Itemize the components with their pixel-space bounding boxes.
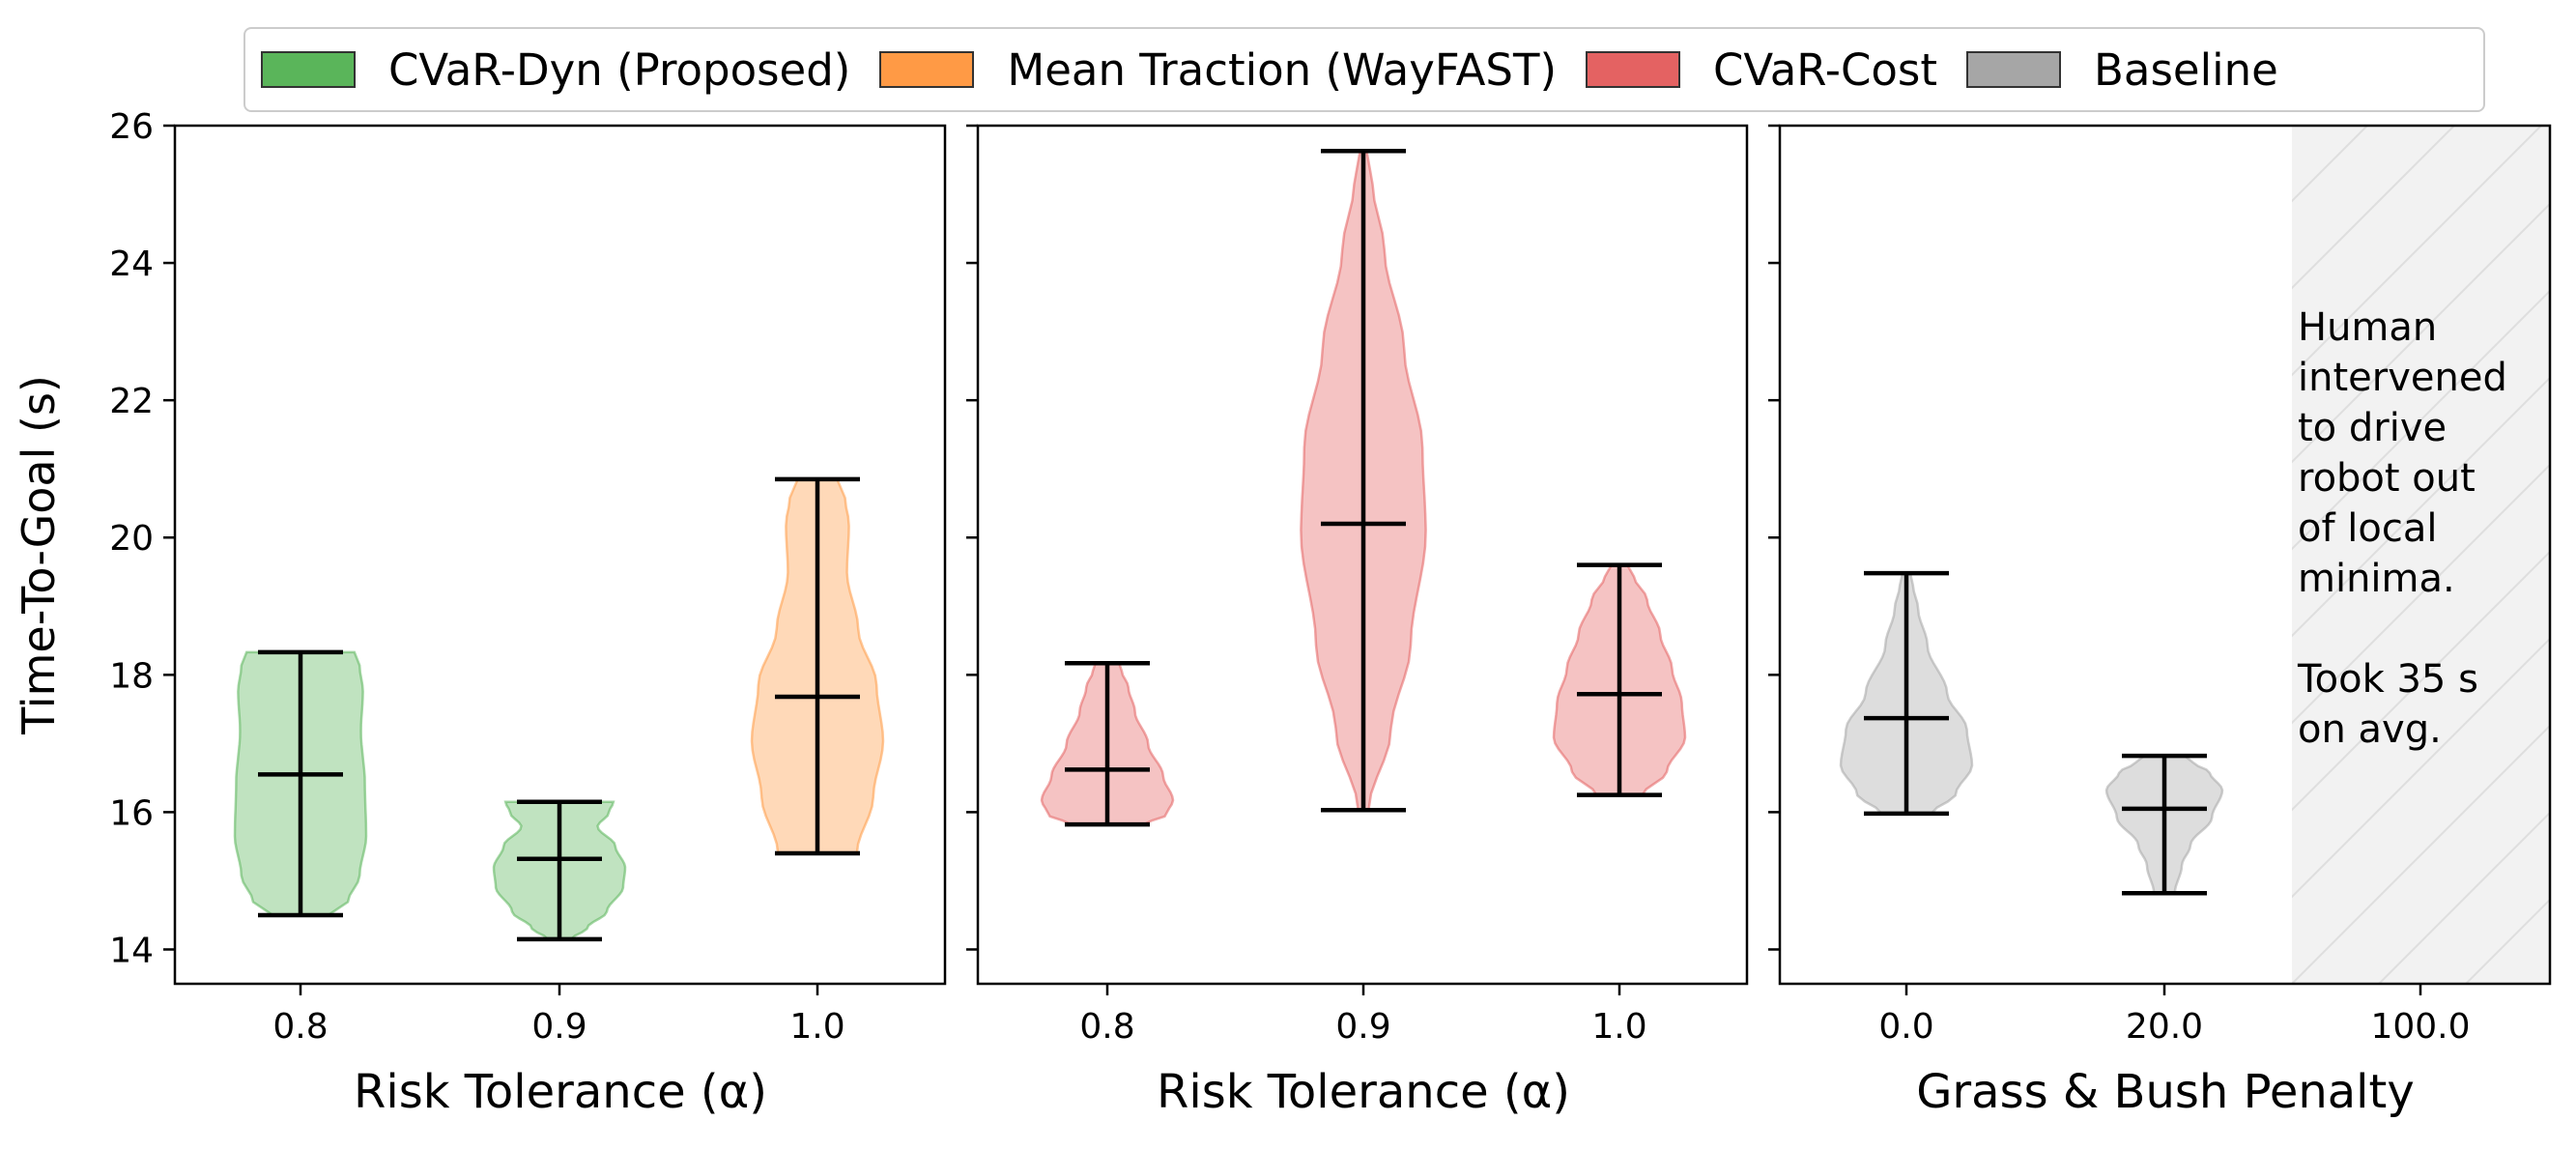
annotation-line: Took 35 s: [2297, 657, 2478, 702]
hatch-line: [2292, 376, 2550, 638]
y-tick-label: 26: [109, 107, 154, 147]
annotation-line: on avg.: [2298, 707, 2442, 752]
y-tick-label: 24: [109, 244, 154, 284]
legend-item-cvar-cost: CVaR-Cost: [1586, 44, 1937, 96]
x-tick-label: 100.0: [2370, 1007, 2470, 1047]
x-tick-label: 0.9: [531, 1007, 587, 1047]
y-tick-label: 22: [109, 382, 154, 421]
legend: CVaR-Dyn (Proposed) Mean Traction (WayFA…: [243, 27, 2485, 112]
annotation-line: to drive: [2298, 406, 2447, 450]
y-tick-label: 20: [109, 519, 154, 559]
annotation-line: intervened: [2298, 356, 2507, 400]
annotation-text: Human intervened to drive robot out of local…: [2297, 305, 2507, 752]
annotation-line: minima.: [2298, 557, 2455, 601]
legend-label: CVaR-Dyn (Proposed): [388, 43, 851, 96]
x-tick-label: 1.0: [789, 1007, 844, 1047]
x-tick-label: 0.8: [272, 1007, 328, 1047]
legend-swatch-cvar-cost: [1586, 51, 1681, 88]
x-tick-label: 0.0: [1878, 1007, 1933, 1047]
y-tick-label: 16: [109, 793, 154, 833]
hatch-line: [2292, 463, 2550, 725]
y-axis-label: Time-To-Goal (s): [13, 375, 65, 735]
x-tick-label: 0.9: [1335, 1007, 1390, 1047]
annotation-line: [2298, 607, 2310, 651]
legend-item-mean-traction: Mean Traction (WayFAST): [879, 44, 1557, 96]
legend-swatch-mean-traction: [879, 51, 975, 88]
legend-swatch-baseline: [1966, 51, 2062, 88]
legend-item-cvar-dyn: CVaR-Dyn (Proposed): [261, 44, 850, 96]
hatch-line: [2553, 114, 2576, 984]
legend-label: Baseline: [2094, 43, 2278, 96]
hatch-line: [1335, 114, 2205, 984]
hatch-line: [2292, 637, 2550, 899]
hatch-line: [2292, 202, 2550, 464]
hatch-line: [2292, 724, 2550, 984]
shaded-region: [2292, 126, 2550, 984]
hatch-line: [2292, 126, 2456, 290]
x-axis-label-panel-3: Grass & Bush Penalty: [1916, 1065, 2415, 1119]
annotation-line: of local: [2298, 506, 2437, 551]
x-tick-label: 1.0: [1591, 1007, 1646, 1047]
legend-item-baseline: Baseline: [1966, 44, 2278, 96]
y-tick-label: 14: [109, 931, 154, 970]
hatch-line: [2378, 811, 2550, 984]
hatch-line: [2292, 126, 2543, 377]
x-tick-label: 20.0: [2126, 1007, 2203, 1047]
x-tick-label: 0.8: [1079, 1007, 1134, 1047]
hatch-line: [2292, 126, 2369, 203]
x-axis-label-panel-1: Risk Tolerance (α): [354, 1065, 767, 1119]
legend-swatch-cvar-dyn: [261, 51, 356, 88]
legend-label: CVaR-Cost: [1713, 43, 1938, 96]
annotation-line: Human: [2298, 305, 2437, 350]
x-axis-label-panel-2: Risk Tolerance (α): [1157, 1065, 1570, 1119]
hatch-pattern: [1335, 114, 2576, 984]
legend-label: Mean Traction (WayFAST): [1007, 43, 1558, 96]
annotation-line: robot out: [2298, 456, 2476, 501]
y-tick-label: 18: [109, 656, 154, 696]
